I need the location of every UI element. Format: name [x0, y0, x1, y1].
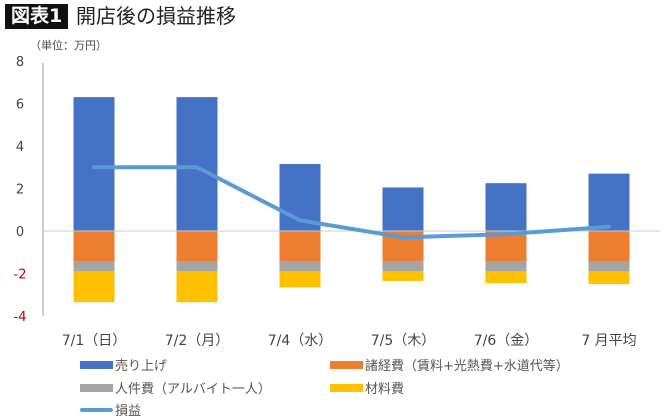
- x-tick-label: 7/5（木）: [371, 333, 436, 349]
- bar-1-2: [279, 231, 321, 262]
- legend-label: 売り上げ: [115, 359, 168, 374]
- bar-0-4: [485, 183, 527, 231]
- legend-swatch: [330, 360, 363, 369]
- unit-label: （単位：万円）: [30, 39, 107, 52]
- bar-3-2: [279, 271, 321, 288]
- bar-0-3: [382, 187, 424, 231]
- chart-title: 開店後の損益推移: [76, 4, 236, 28]
- legend-item: 人件費（アルバイト一人）: [80, 378, 271, 397]
- bar-0-0: [73, 97, 115, 231]
- legend-label: 損益: [115, 404, 142, 419]
- legend-item: 材料費: [330, 378, 404, 397]
- bar-2-0: [73, 261, 115, 272]
- y-tick-label: 0: [16, 225, 24, 240]
- x-tick-label: 7/6（金）: [474, 333, 539, 349]
- y-tick-label: 8: [16, 55, 24, 70]
- legend-item: 損益: [80, 400, 141, 419]
- legend-swatch: [80, 383, 113, 392]
- bar-3-5: [588, 271, 630, 285]
- bar-2-1: [176, 261, 218, 272]
- x-tick-label: 7/1（日）: [62, 333, 127, 349]
- legend-item: 売り上げ: [80, 355, 167, 374]
- bar-2-3: [382, 261, 424, 272]
- legend-label: 人件費（アルバイト一人）: [115, 382, 271, 397]
- legend-swatch: [80, 407, 113, 412]
- y-tick-label: 6: [16, 98, 24, 113]
- legend-swatch: [330, 383, 363, 392]
- y-tick-label: -4: [14, 310, 27, 325]
- legend-label: 材料費: [365, 382, 405, 397]
- y-tick-label: -2: [14, 268, 27, 283]
- bar-2-4: [485, 261, 527, 272]
- x-tick-label: 7 月平均: [581, 333, 636, 349]
- legend-label: 諸経費（賃料+光熱費+水道代等）: [365, 359, 569, 374]
- bar-3-1: [176, 271, 218, 303]
- bar-1-5: [588, 231, 630, 262]
- legend-item: 諸経費（賃料+光熱費+水道代等）: [330, 355, 569, 374]
- bar-1-1: [176, 231, 218, 262]
- bar-2-2: [279, 261, 321, 272]
- bar-1-0: [73, 231, 115, 262]
- legend-swatch: [80, 360, 113, 369]
- figure-badge: 図表1: [5, 4, 69, 29]
- bar-3-0: [73, 271, 115, 303]
- bar-0-1: [176, 97, 218, 231]
- bar-2-5: [588, 261, 630, 272]
- bar-0-5: [588, 173, 630, 231]
- bar-3-3: [382, 271, 424, 281]
- bar-3-4: [485, 271, 527, 284]
- x-tick-label: 7/2（月）: [165, 333, 230, 349]
- y-tick-label: 4: [16, 140, 24, 155]
- x-tick-label: 7/4（水）: [268, 333, 333, 349]
- profit-line: [92, 165, 611, 240]
- y-tick-label: 2: [16, 183, 24, 198]
